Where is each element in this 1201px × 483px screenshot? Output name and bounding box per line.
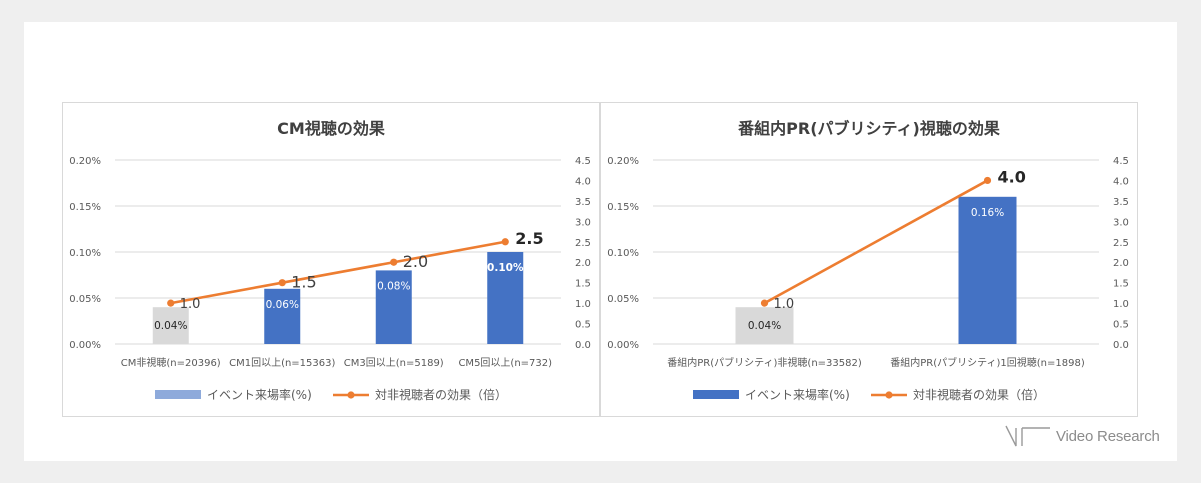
y-right-tick-label: 3.0 <box>1113 217 1129 228</box>
line-data-label: 1.5 <box>291 273 316 292</box>
bar-data-label: 0.04% <box>748 320 781 332</box>
x-category-label: 番組内PR(パブリシティ)非視聴(n=33582) <box>667 356 862 369</box>
bar <box>735 307 794 344</box>
bar-data-label: 0.06% <box>266 299 299 311</box>
y-right-tick-label: 1.0 <box>1113 299 1129 310</box>
y-left-tick-label: 0.10% <box>607 248 639 259</box>
cm-effect-chart-panel: CM視聴の効果 0.00% 0.05% 0.10% 0.15% 0.20% 0.0 0.5 1.… <box>62 102 600 417</box>
y-right-tick-label: 2.0 <box>1113 258 1129 269</box>
y-right-tick-label: 3.5 <box>575 197 591 208</box>
y-left-tick-label: 0.15% <box>69 202 101 213</box>
y-right-tick-label: 4.0 <box>575 176 591 187</box>
y-right-tick-label: 4.0 <box>1113 176 1129 187</box>
pr-effect-chart: 番組内PR(パブリシティ)視聴の効果 0.00% 0.05% 0.10% 0.15% 0.… <box>607 119 1129 402</box>
bar-data-label: 0.10% <box>487 262 524 274</box>
line-point <box>983 176 992 185</box>
x-category-label: 番組内PR(パブリシティ)1回視聴(n=1898) <box>890 356 1085 369</box>
bar <box>264 288 301 344</box>
y-right-tick-label: 4.5 <box>575 156 591 167</box>
y-left-tick-label: 0.10% <box>69 248 101 259</box>
chart-title: 番組内PR(パブリシティ)視聴の効果 <box>737 119 1000 138</box>
line-data-label: 1.0 <box>180 297 201 312</box>
legend-bar-swatch <box>693 390 739 399</box>
y-left-tick-label: 0.00% <box>69 340 101 351</box>
y-right-tick-label: 2.5 <box>575 238 591 249</box>
line-point <box>167 299 175 307</box>
y-left-tick-label: 0.05% <box>69 294 101 305</box>
legend-line-label: 対非視聴者の効果（倍） <box>375 387 507 402</box>
legend-line-marker <box>347 391 355 399</box>
y-left-tick-label: 0.20% <box>69 156 101 167</box>
y-right-tick-label: 0.0 <box>1113 340 1129 351</box>
legend-line-marker <box>885 391 893 399</box>
line-point <box>501 238 509 246</box>
legend-bar-swatch <box>155 390 201 399</box>
pr-effect-chart-panel: 番組内PR(パブリシティ)視聴の効果 0.00% 0.05% 0.10% 0.15% 0.… <box>600 102 1138 417</box>
y-left-tick-label: 0.15% <box>607 202 639 213</box>
y-right-tick-label: 1.0 <box>575 299 591 310</box>
y-right-tick-label: 2.0 <box>575 258 591 269</box>
bar-data-label: 0.08% <box>377 280 410 292</box>
y-right-tick-label: 0.0 <box>575 340 591 351</box>
video-research-logo-icon <box>1005 425 1050 447</box>
brand-name: Video Research <box>1056 428 1160 445</box>
bar <box>152 307 189 344</box>
x-category-label: CM5回以上(n=732) <box>458 357 552 369</box>
line-data-label: 4.0 <box>998 167 1026 186</box>
bar-data-label: 0.04% <box>154 320 187 332</box>
line-point <box>760 299 769 307</box>
video-research-logo: Video Research <box>1004 424 1164 450</box>
y-left-tick-label: 0.20% <box>607 156 639 167</box>
y-right-tick-label: 0.5 <box>1113 320 1129 331</box>
series-line <box>763 179 989 305</box>
y-right-tick-label: 1.5 <box>575 279 591 290</box>
x-category-label: CM1回以上(n=15363) <box>229 357 335 369</box>
line-point <box>390 258 398 266</box>
line-data-label: 2.5 <box>515 229 543 248</box>
line-data-label: 2.0 <box>403 252 428 271</box>
report-card: CM視聴の効果 0.00% 0.05% 0.10% 0.15% 0.20% 0.0 0.5 1.… <box>24 22 1177 461</box>
line-data-label: 1.0 <box>774 297 795 312</box>
y-right-tick-label: 4.5 <box>1113 156 1129 167</box>
y-left-tick-label: 0.05% <box>607 294 639 305</box>
bar <box>375 270 412 344</box>
y-left-tick-label: 0.00% <box>607 340 639 351</box>
legend-bar-label: イベント来場率(%) <box>745 387 850 402</box>
chart-title: CM視聴の効果 <box>277 119 385 138</box>
bar-data-label: 0.16% <box>971 207 1004 219</box>
legend-bar-label: イベント来場率(%) <box>207 387 312 402</box>
x-category-label: CM非視聴(n=20396) <box>121 356 221 369</box>
y-right-tick-label: 3.0 <box>575 217 591 228</box>
line-point <box>278 279 286 287</box>
y-right-tick-label: 2.5 <box>1113 238 1129 249</box>
cm-effect-chart: CM視聴の効果 0.00% 0.05% 0.10% 0.15% 0.20% 0.0 0.5 1.… <box>69 119 591 402</box>
y-right-tick-label: 3.5 <box>1113 197 1129 208</box>
y-right-tick-label: 0.5 <box>575 320 591 331</box>
y-right-tick-label: 1.5 <box>1113 279 1129 290</box>
legend-line-label: 対非視聴者の効果（倍） <box>913 387 1045 402</box>
bar <box>958 196 1017 344</box>
series-line <box>170 240 506 305</box>
bar <box>487 252 524 344</box>
x-category-label: CM3回以上(n=5189) <box>344 357 444 369</box>
